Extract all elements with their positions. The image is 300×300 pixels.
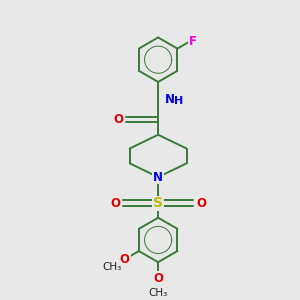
Text: CH₃: CH₃	[148, 288, 168, 298]
Text: O: O	[196, 197, 206, 210]
Text: CH₃: CH₃	[102, 262, 122, 272]
Text: O: O	[120, 253, 130, 266]
Text: O: O	[113, 113, 123, 126]
Text: N: N	[165, 93, 175, 106]
Text: N: N	[153, 171, 163, 184]
Text: H: H	[174, 96, 184, 106]
Text: F: F	[189, 35, 197, 48]
Text: S: S	[153, 196, 163, 210]
Text: O: O	[153, 272, 163, 285]
Text: O: O	[110, 197, 120, 210]
